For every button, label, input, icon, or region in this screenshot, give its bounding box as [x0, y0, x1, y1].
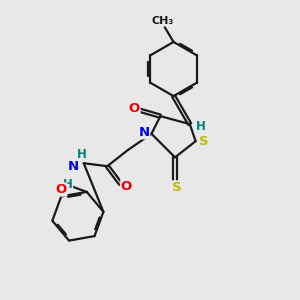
Text: O: O	[56, 183, 67, 196]
Text: S: S	[172, 181, 181, 194]
Text: N: N	[139, 126, 150, 139]
Text: O: O	[129, 102, 140, 115]
Text: H: H	[77, 148, 87, 161]
Text: S: S	[199, 135, 209, 148]
Text: H: H	[196, 120, 206, 133]
Text: CH₃: CH₃	[152, 16, 174, 26]
Text: H: H	[63, 178, 73, 191]
Text: N: N	[68, 160, 79, 173]
Text: O: O	[121, 180, 132, 193]
